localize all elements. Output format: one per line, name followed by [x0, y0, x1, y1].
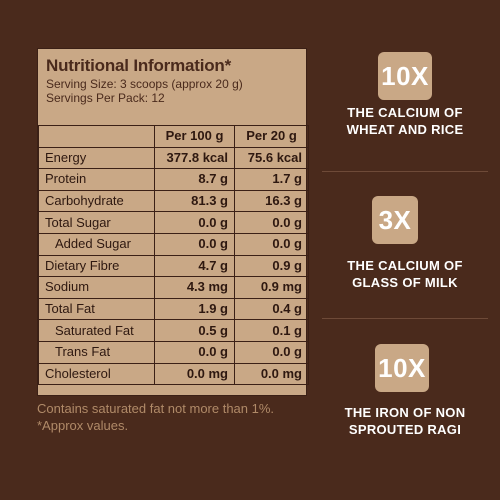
- value-per-100g: 0.0 g: [154, 232, 235, 256]
- nutrient-name: Saturated Fat: [38, 319, 155, 342]
- table-row: Protein 8.7 g 1.7 g: [38, 168, 309, 191]
- value-per-100g: 1.9 g: [154, 297, 235, 321]
- footnotes: Contains saturated fat not more than 1%.…: [37, 400, 274, 434]
- value-per-20g: 0.0 g: [234, 232, 309, 256]
- value-per-100g: 8.7 g: [154, 168, 235, 191]
- value-per-20g: 0.1 g: [234, 319, 309, 342]
- nutrient-name: Energy: [38, 146, 155, 170]
- nutrient-name: Protein: [38, 168, 155, 191]
- claim-line: THE CALCIUM OF: [347, 105, 463, 120]
- value-per-100g: 377.8 kcal: [154, 146, 235, 170]
- claim-text-iron-ragi: THE IRON OF NON SPROUTED RAGI: [322, 404, 488, 438]
- value-per-100g: 4.7 g: [154, 254, 235, 278]
- table-row: Total Sugar 0.0 g 0.0 g: [38, 211, 309, 234]
- footnote-approx: *Approx values.: [37, 418, 129, 433]
- footnote-saturated-fat: Contains saturated fat not more than 1%.: [37, 401, 275, 416]
- claim-line: THE IRON OF NON: [344, 405, 466, 420]
- nutrition-panel: Nutritional Information* Serving Size: 3…: [37, 48, 309, 396]
- serving-size: Serving Size: 3 scoops (approx 20 g): [46, 77, 243, 91]
- table-row: Saturated Fat 0.5 g 0.1 g: [38, 319, 309, 342]
- value-per-100g: 0.0 g: [154, 340, 235, 364]
- value-per-100g: 0.0 g: [154, 211, 235, 234]
- nutrient-name: Total Sugar: [38, 211, 155, 234]
- table-row: Carbohydrate 81.3 g 16.3 g: [38, 189, 309, 213]
- value-per-20g: 1.7 g: [234, 168, 309, 191]
- value-per-20g: 0.4 g: [234, 297, 309, 321]
- claim-badge-calcium-wheat: 10X: [378, 52, 432, 100]
- table-row: Trans Fat 0.0 g 0.0 g: [38, 340, 309, 364]
- claim-badge-calcium-milk: 3X: [372, 196, 418, 244]
- table-row: Sodium 4.3 mg 0.9 mg: [38, 276, 309, 299]
- table-header-row: Per 100 g Per 20 g: [38, 125, 309, 148]
- value-per-20g: 0.0 mg: [234, 362, 309, 386]
- table-row: Added Sugar 0.0 g 0.0 g: [38, 232, 309, 256]
- claim-badge-iron-ragi: 10X: [375, 344, 429, 392]
- claim-text-calcium-wheat: THE CALCIUM OF WHEAT AND RICE: [322, 104, 488, 138]
- claim-line: WHEAT AND RICE: [346, 122, 464, 137]
- nutrient-name: Total Fat: [38, 297, 155, 321]
- value-per-100g: 4.3 mg: [154, 276, 235, 299]
- table-row: Energy 377.8 kcal 75.6 kcal: [38, 146, 309, 170]
- header-per-20g: Per 20 g: [234, 125, 309, 148]
- table-row: Dietary Fibre 4.7 g 0.9 g: [38, 254, 309, 278]
- value-per-20g: 16.3 g: [234, 189, 309, 213]
- value-per-100g: 0.5 g: [154, 319, 235, 342]
- table-row: Total Fat 1.9 g 0.4 g: [38, 297, 309, 321]
- claim-line: SPROUTED RAGI: [348, 422, 462, 437]
- nutrient-name: Sodium: [38, 276, 155, 299]
- claim-line: GLASS OF MILK: [352, 275, 458, 290]
- nutrient-name: Added Sugar: [38, 232, 155, 256]
- nutrient-name: Trans Fat: [38, 340, 155, 364]
- value-per-20g: 0.0 g: [234, 211, 309, 234]
- value-per-20g: 75.6 kcal: [234, 146, 309, 170]
- nutrition-title: Nutritional Information*: [46, 56, 232, 75]
- nutrition-table: Per 100 g Per 20 g Energy 377.8 kcal 75.…: [38, 125, 309, 386]
- claim-text-calcium-milk: THE CALCIUM OF GLASS OF MILK: [322, 257, 488, 291]
- value-per-100g: 0.0 mg: [154, 362, 235, 386]
- nutrient-name: Cholesterol: [38, 362, 155, 386]
- value-per-100g: 81.3 g: [154, 189, 235, 213]
- nutrient-name: Carbohydrate: [38, 189, 155, 213]
- table-row: Cholesterol 0.0 mg 0.0 mg: [38, 362, 309, 386]
- value-per-20g: 0.9 mg: [234, 276, 309, 299]
- header-nutrient: [38, 125, 155, 148]
- value-per-20g: 0.0 g: [234, 340, 309, 364]
- claim-divider: [322, 318, 488, 319]
- nutrient-name: Dietary Fibre: [38, 254, 155, 278]
- claim-line: THE CALCIUM OF: [347, 258, 463, 273]
- claim-divider: [322, 171, 488, 172]
- header-per-100g: Per 100 g: [154, 125, 235, 148]
- value-per-20g: 0.9 g: [234, 254, 309, 278]
- servings-per-pack: Servings Per Pack: 12: [46, 91, 165, 105]
- nutrition-header: Nutritional Information* Serving Size: 3…: [38, 49, 306, 125]
